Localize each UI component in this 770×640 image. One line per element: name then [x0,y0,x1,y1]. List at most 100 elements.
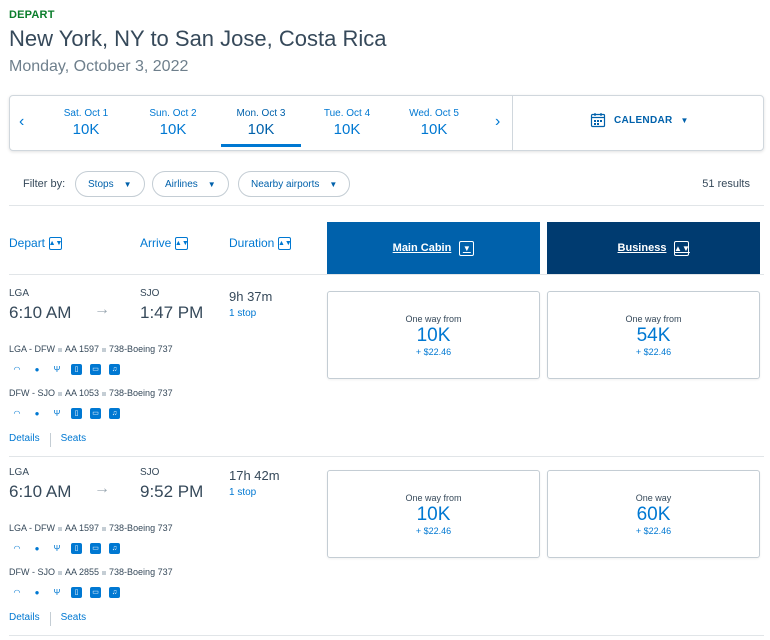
origin-code: LGA [9,288,30,299]
depart-time: 6:10 AM [9,303,72,322]
details-link[interactable]: Details [9,612,40,623]
sort-icon: ▲▼ [674,240,690,256]
nearby-airports-filter[interactable]: Nearby airports ▼ [238,171,351,197]
amenities: ◠ ● Ψ ▯ ▭ ♫ [11,407,120,419]
caret-down-icon: ▼ [207,179,216,189]
main-cabin-fare[interactable]: One way from 10K + $22.46 [327,291,540,379]
main-cabin-header[interactable]: Main Cabin ▼ [327,222,540,274]
separator-icon [102,347,107,352]
divider [9,635,764,636]
travel-date: Monday, October 3, 2022 [9,58,189,75]
power-icon: ● [34,587,40,597]
wifi-icon: ◠ [13,408,21,418]
aircraft: 738-Boeing 737 [109,567,173,577]
destination-code: SJO [140,467,160,478]
music-icon: ♫ [109,407,120,419]
date-price: 10K [159,121,187,138]
page-title: New York, NY to San Jose, Costa Rica [9,26,387,51]
calendar-icon [590,113,606,128]
fare-price: 10K [416,504,451,525]
main-cabin-fare[interactable]: One way from 10K + $22.46 [327,470,540,558]
tv-icon: ▭ [90,407,101,419]
depart-time: 6:10 AM [9,482,72,501]
depart-tag: DEPART [9,9,55,21]
divider [9,456,764,457]
calendar-button[interactable]: CALENDAR ▼ [590,112,688,128]
flight-number: AA 1597 [65,523,100,533]
duration: 17h 42m [229,468,280,483]
usb-icon: Ψ [53,587,61,597]
fare-label: One way from [405,493,462,503]
sort-duration[interactable]: Duration ▲▼ [229,236,292,250]
separator-icon [102,526,107,531]
stops-filter-label: Stops [88,178,114,190]
destination-code: SJO [140,288,160,299]
stops-link[interactable]: 1 stop [229,308,257,319]
date-option-oct-4[interactable]: Tue. Oct 4 10K [307,108,387,138]
wifi-icon: ◠ [13,543,21,553]
arrow-right-icon: → [94,480,110,497]
flight-links: Details Seats [9,612,86,626]
power-icon: ● [34,543,40,553]
stops-link[interactable]: 1 stop [229,487,257,498]
power-icon: ● [34,408,40,418]
divider [49,612,51,626]
chevron-right-icon[interactable]: › [495,113,501,130]
date-price: 10K [333,121,361,138]
sort-down-icon: ▼ [459,240,475,256]
date-option-oct-1[interactable]: Sat. Oct 1 10K [46,108,126,138]
segment-route: DFW - SJO [9,567,55,577]
amenities: ◠ ● Ψ ▯ ▭ ♫ [11,542,120,554]
amenities: ◠ ● Ψ ▯ ▭ ♫ [11,586,120,598]
sort-icon: ▲▼ [278,236,292,250]
airlines-filter-label: Airlines [165,178,198,190]
nearby-filter-label: Nearby airports [251,178,320,190]
fare-price: 54K [636,325,671,346]
sort-icon: ▲▼ [49,236,62,250]
segment-route: LGA - DFW [9,523,56,533]
wifi-icon: ◠ [13,364,21,374]
sort-arrive[interactable]: Arrive ▲▼ [140,236,189,250]
business-label: Business [617,242,667,254]
seats-link[interactable]: Seats [60,612,87,623]
results-count: 51 results [702,178,750,190]
date-option-oct-2[interactable]: Sun. Oct 2 10K [133,108,213,138]
business-fare[interactable]: One way 60K + $22.46 [547,470,760,558]
fare-label: One way from [405,314,462,324]
filter-label: Filter by: [23,178,66,190]
caret-down-icon: ▼ [123,179,132,189]
arrive-time: 9:52 PM [140,482,204,501]
sort-icon: ▲▼ [175,236,189,250]
date-price: 10K [72,121,100,138]
business-fare[interactable]: One way from 54K + $22.46 [547,291,760,379]
fare-label: One way [635,493,672,503]
fare-tax: + $22.46 [635,347,672,357]
chevron-left-icon[interactable]: ‹ [19,113,25,130]
device-icon: ▯ [71,363,82,375]
business-header[interactable]: Business ▲▼ [547,222,760,274]
caret-down-icon: ▼ [329,179,338,189]
divider [49,433,51,447]
aircraft: 738-Boeing 737 [109,344,173,354]
fare-price: 60K [636,504,671,525]
flight-number: AA 1597 [65,344,100,354]
date-label: Sun. Oct 2 [149,108,197,119]
filter-bar: Filter by: Stops ▼ Airlines ▼ Nearby air… [9,160,764,206]
duration: 9h 37m [229,289,273,304]
flight-number: AA 1053 [65,388,100,398]
date-option-oct-5[interactable]: Wed. Oct 5 10K [394,108,474,138]
wifi-icon: ◠ [13,587,21,597]
main-cabin-label: Main Cabin [392,242,452,254]
segment-info: DFW - SJO AA 2855 738-Boeing 737 [9,567,173,577]
date-option-oct-3[interactable]: Mon. Oct 3 10K [221,108,301,138]
details-link[interactable]: Details [9,433,40,444]
amenities: ◠ ● Ψ ▯ ▭ ♫ [11,363,120,375]
seats-link[interactable]: Seats [60,433,87,444]
tv-icon: ▭ [90,542,101,554]
usb-icon: Ψ [53,364,61,374]
separator-icon [58,391,62,396]
stops-filter[interactable]: Stops ▼ [75,171,145,197]
sort-depart[interactable]: Depart ▲▼ [9,236,62,250]
airlines-filter[interactable]: Airlines ▼ [152,171,229,197]
aircraft: 738-Boeing 737 [109,523,173,533]
